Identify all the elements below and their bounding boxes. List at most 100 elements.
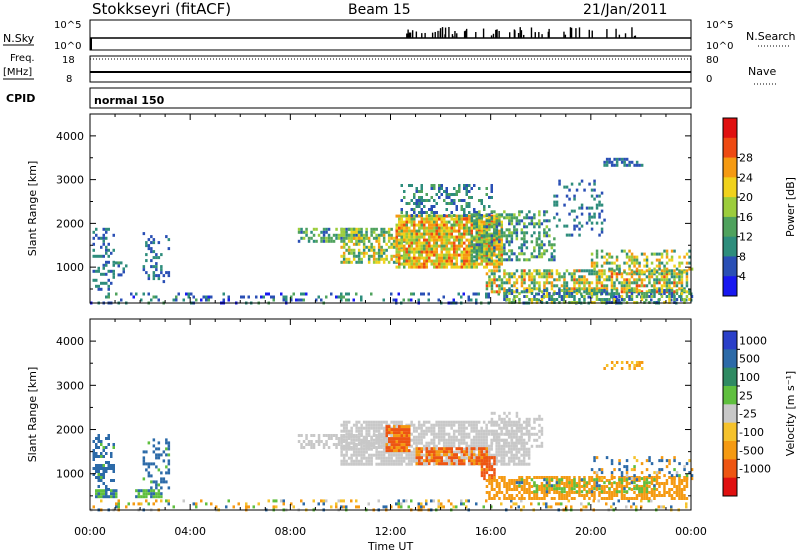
data-cell (415, 229, 418, 233)
data-cell (650, 252, 654, 256)
data-cell (155, 495, 158, 499)
data-cell (445, 232, 448, 236)
data-cell (660, 275, 664, 279)
data-cell (157, 241, 161, 245)
data-cell (655, 278, 659, 282)
data-cell (498, 250, 501, 254)
data-cell (612, 295, 615, 299)
data-cell (540, 290, 544, 294)
data-cell (485, 250, 488, 254)
data-cell (685, 462, 689, 466)
data-cell (428, 241, 431, 245)
data-cell (678, 494, 681, 497)
data-cell (175, 295, 178, 299)
data-cell (382, 505, 385, 509)
data-cell (325, 236, 328, 240)
data-cell (105, 251, 108, 255)
data-cell (415, 202, 418, 205)
data-cell (470, 226, 473, 230)
data-cell (473, 243, 476, 247)
data-cell (420, 459, 423, 463)
data-cell (598, 200, 601, 204)
data-cell (100, 492, 103, 496)
mhz-label: [MHz] (3, 67, 32, 78)
data-cell (565, 494, 569, 497)
data-cell (157, 453, 161, 457)
data-cell (538, 272, 541, 276)
data-cell (418, 232, 421, 236)
data-cell (508, 219, 511, 223)
data-cell (605, 479, 609, 482)
data-cell (570, 272, 574, 276)
data-cell (550, 488, 554, 491)
data-cell (390, 449, 393, 453)
data-cell (623, 284, 626, 288)
data-cell (688, 298, 691, 301)
data-cell (673, 456, 676, 460)
data-cell (445, 453, 448, 457)
data-cell (578, 278, 581, 282)
data-cell (365, 462, 368, 466)
data-cell (573, 272, 576, 276)
data-cell (367, 441, 371, 445)
data-cell (317, 502, 320, 506)
data-cell (493, 432, 496, 436)
data-cell (450, 426, 453, 430)
data-cell (530, 234, 534, 238)
data-cell (678, 270, 681, 274)
data-cell (372, 420, 376, 424)
data-cell (633, 479, 636, 482)
data-cell (152, 271, 156, 275)
data-cell (425, 426, 428, 430)
data-cell (392, 242, 396, 246)
data-cell (485, 259, 488, 263)
data-cell (633, 272, 636, 276)
data-cell (613, 488, 616, 491)
data-cell (398, 431, 401, 435)
data-cell (142, 462, 146, 466)
data-cell (528, 290, 531, 294)
data-cell (630, 289, 634, 292)
data-cell (498, 491, 501, 494)
data-cell (145, 241, 148, 245)
data-cell (628, 284, 631, 288)
data-cell (595, 203, 599, 207)
data-cell (630, 255, 634, 259)
data-cell (665, 249, 669, 253)
data-cell (598, 484, 601, 488)
data-cell (673, 482, 676, 485)
data-cell (530, 275, 534, 279)
data-cell (480, 202, 483, 205)
data-cell (640, 272, 644, 276)
data-cell (548, 258, 551, 262)
data-cell (490, 243, 494, 247)
data-cell (623, 270, 626, 274)
data-cell (645, 290, 649, 294)
data-cell (493, 471, 496, 475)
data-cell (578, 494, 581, 497)
data-cell (505, 497, 509, 500)
data-cell (465, 184, 468, 187)
data-cell (520, 219, 524, 223)
data-cell (443, 223, 446, 227)
data-cell (453, 456, 456, 460)
data-cell (508, 485, 511, 488)
data-cell (360, 446, 363, 449)
data-cell (527, 462, 531, 466)
data-cell (418, 247, 421, 251)
data-cell (327, 227, 331, 231)
data-cell (440, 214, 443, 218)
data-cell (468, 226, 471, 230)
data-cell (387, 239, 391, 243)
data-cell (483, 225, 486, 229)
data-cell (440, 184, 443, 187)
data-cell (398, 253, 401, 257)
data-cell (580, 269, 584, 273)
data-cell (585, 287, 589, 291)
data-cell (355, 447, 358, 451)
data-cell (152, 274, 156, 278)
data-cell (403, 190, 406, 193)
data-cell (573, 227, 576, 231)
data-cell (515, 216, 519, 220)
data-cell (522, 459, 526, 463)
